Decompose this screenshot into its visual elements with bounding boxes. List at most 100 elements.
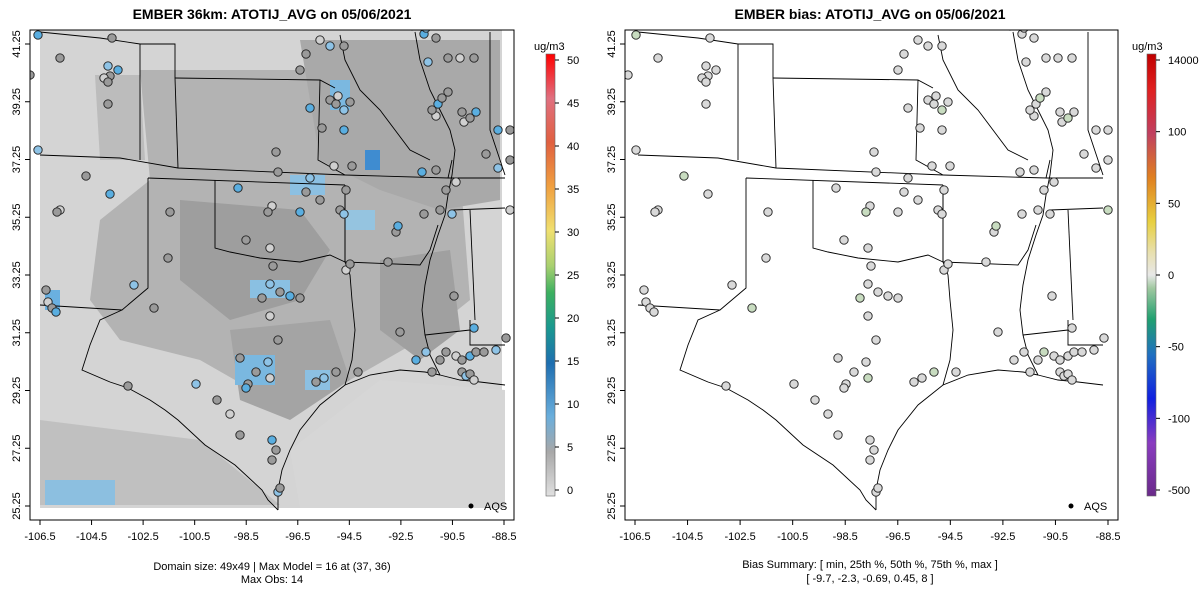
aqs-station-marker bbox=[257, 293, 267, 303]
x-tick-label: -100.5 bbox=[179, 531, 210, 543]
aqs-station-marker bbox=[441, 185, 451, 195]
aqs-station-marker bbox=[417, 167, 427, 177]
aqs-station-marker bbox=[865, 455, 875, 465]
aqs-station-marker bbox=[431, 33, 441, 43]
aqs-station-marker bbox=[419, 209, 429, 219]
aqs-station-marker bbox=[893, 207, 903, 217]
colorbar-tick-label: 5 bbox=[567, 442, 573, 454]
aqs-station-marker bbox=[1019, 347, 1029, 357]
aqs-station-marker bbox=[1007, 30, 1013, 31]
right-map bbox=[625, 30, 1118, 520]
aqs-station-marker bbox=[927, 161, 937, 171]
aqs-station-marker bbox=[937, 105, 947, 115]
aqs-station-marker bbox=[33, 30, 43, 40]
aqs-station-marker bbox=[1091, 163, 1101, 173]
x-tick-label: -106.5 bbox=[24, 531, 55, 543]
aqs-station-marker bbox=[1077, 347, 1087, 357]
left-colorbar bbox=[545, 53, 556, 497]
x-tick-label: -96.5 bbox=[885, 531, 910, 543]
right-colorbar-unit: ug/m3 bbox=[1132, 41, 1163, 53]
aqs-station-marker bbox=[501, 333, 511, 343]
aqs-station-marker bbox=[871, 167, 881, 177]
colorbar-tick-label: 100 bbox=[1168, 127, 1186, 139]
aqs-station-marker bbox=[263, 357, 273, 367]
aqs-station-marker bbox=[241, 383, 251, 393]
colorbar-tick-label: 30 bbox=[567, 227, 579, 239]
aqs-station-marker bbox=[899, 49, 909, 59]
x-tick-label: -98.5 bbox=[833, 531, 858, 543]
aqs-station-marker bbox=[319, 373, 329, 383]
aqs-station-marker bbox=[493, 163, 503, 173]
aqs-station-marker bbox=[329, 161, 339, 171]
aqs-station-marker bbox=[449, 291, 459, 301]
aqs-station-marker bbox=[1099, 333, 1109, 343]
aqs-station-marker bbox=[839, 235, 849, 245]
aqs-station-marker bbox=[1089, 345, 1099, 355]
aqs-station-marker bbox=[431, 165, 441, 175]
x-tick-label: -102.5 bbox=[128, 531, 159, 543]
aqs-station-marker bbox=[721, 381, 731, 391]
aqs-station-marker bbox=[650, 207, 660, 217]
aqs-station-marker bbox=[469, 53, 479, 63]
aqs-station-marker bbox=[1103, 125, 1113, 135]
aqs-station-marker bbox=[295, 293, 305, 303]
aqs-station-marker bbox=[457, 107, 467, 117]
aqs-station-marker bbox=[929, 367, 939, 377]
colorbar-tick-label: -50 bbox=[1168, 342, 1184, 354]
left-map bbox=[30, 30, 514, 520]
aqs-station-marker bbox=[1033, 355, 1043, 365]
aqs-station-marker bbox=[625, 70, 633, 80]
aqs-station-marker bbox=[1079, 149, 1089, 159]
aqs-station-marker bbox=[703, 189, 713, 199]
aqs-station-marker bbox=[267, 455, 277, 465]
aqs-station-marker bbox=[469, 375, 479, 385]
aqs-station-marker bbox=[325, 41, 335, 51]
right-legend-label: AQS bbox=[1084, 501, 1107, 513]
aqs-station-marker bbox=[427, 367, 437, 377]
aqs-station-marker bbox=[395, 327, 405, 337]
aqs-station-marker bbox=[1103, 205, 1113, 215]
aqs-station-marker bbox=[353, 367, 363, 377]
aqs-station-marker bbox=[267, 435, 277, 445]
aqs-station-marker bbox=[465, 113, 475, 123]
aqs-station-marker bbox=[315, 35, 325, 45]
aqs-station-marker bbox=[883, 291, 893, 301]
aqs-station-marker bbox=[295, 207, 305, 217]
aqs-station-marker bbox=[41, 285, 51, 295]
aqs-station-marker bbox=[55, 53, 65, 63]
aqs-station-marker bbox=[1035, 93, 1045, 103]
y-tick-label: 33.25 bbox=[606, 261, 618, 289]
x-tick-label: -94.5 bbox=[337, 531, 362, 543]
aqs-station-marker bbox=[273, 167, 283, 177]
aqs-station-marker bbox=[103, 77, 113, 87]
x-tick-label: -90.5 bbox=[440, 531, 465, 543]
aqs-station-marker bbox=[251, 367, 261, 377]
aqs-station-marker bbox=[273, 335, 283, 345]
aqs-station-marker bbox=[991, 221, 1001, 231]
colorbar-tick-label: 50 bbox=[1168, 198, 1180, 210]
aqs-station-marker bbox=[305, 103, 315, 113]
aqs-station-marker bbox=[481, 149, 491, 159]
aqs-station-marker bbox=[437, 93, 447, 103]
left-title: EMBER 36km: ATOTIJ_AVG on 05/06/2021 bbox=[133, 6, 412, 22]
aqs-station-marker bbox=[1009, 355, 1019, 365]
aqs-station-marker bbox=[263, 207, 273, 217]
aqs-station-marker bbox=[1019, 30, 1029, 33]
aqs-station-marker bbox=[235, 353, 245, 363]
aqs-station-marker bbox=[235, 430, 245, 440]
aqs-station-marker bbox=[831, 183, 841, 193]
aqs-station-marker bbox=[163, 253, 173, 263]
aqs-station-marker bbox=[939, 185, 949, 195]
left-caption-line1: Domain size: 49x49 | Max Model = 16 at (… bbox=[153, 561, 390, 573]
left-panel: EMBER 36km: ATOTIJ_AVG on 05/06/2021 bbox=[11, 6, 579, 586]
aqs-station-marker bbox=[653, 53, 663, 63]
aqs-station-marker bbox=[937, 125, 947, 135]
aqs-station-marker bbox=[937, 41, 947, 51]
aqs-station-marker bbox=[1029, 33, 1039, 43]
aqs-station-marker bbox=[701, 61, 711, 71]
colorbar-tick-label: 0 bbox=[1168, 270, 1174, 282]
y-tick-label: 37.25 bbox=[606, 146, 618, 174]
aqs-station-marker bbox=[903, 173, 913, 183]
y-tick-label: 27.25 bbox=[11, 434, 23, 462]
aqs-station-marker bbox=[1029, 165, 1039, 175]
